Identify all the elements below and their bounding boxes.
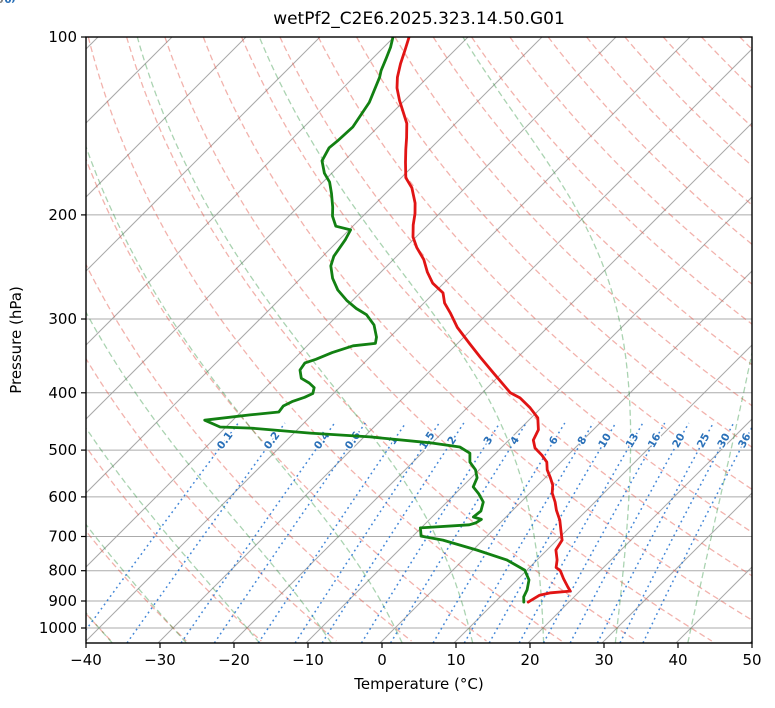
temperature-line	[395, 37, 572, 604]
svg-text:500: 500	[48, 441, 77, 459]
svg-text:−10: −10	[292, 651, 324, 669]
svg-text:25: 25	[695, 431, 713, 450]
svg-text:100: 100	[48, 28, 77, 46]
svg-text:−20: −20	[218, 651, 250, 669]
svg-text:0.2: 0.2	[262, 430, 283, 452]
pressure-gridlines	[86, 36, 752, 629]
svg-text:−10: −10	[0, 0, 12, 6]
svg-text:6: 6	[547, 434, 561, 447]
svg-text:30: 30	[594, 651, 613, 669]
dewpoint-line	[203, 37, 531, 604]
svg-text:−100: −100	[0, 0, 15, 6]
svg-text:−30: −30	[144, 651, 176, 669]
svg-text:700: 700	[48, 528, 77, 546]
svg-text:600: 600	[48, 488, 77, 506]
y-axis-label: Pressure (hPa)	[7, 286, 25, 394]
svg-text:30: 30	[715, 431, 733, 450]
svg-text:−70: −70	[0, 0, 12, 6]
mixing-ratio-lines	[86, 422, 752, 643]
svg-text:−40: −40	[70, 651, 102, 669]
svg-text:−80: −80	[0, 0, 12, 6]
svg-text:13: 13	[624, 431, 642, 450]
svg-text:−50: −50	[0, 0, 12, 6]
svg-text:−60: −60	[0, 0, 12, 6]
svg-text:−90: −90	[0, 0, 12, 6]
svg-text:40: 40	[668, 651, 687, 669]
svg-text:0: 0	[0, 0, 4, 6]
svg-text:300: 300	[48, 310, 77, 328]
svg-text:400: 400	[48, 384, 77, 402]
svg-text:900: 900	[48, 592, 77, 610]
svg-text:3: 3	[481, 434, 495, 447]
svg-text:10: 10	[446, 651, 465, 669]
x-axis-ticks: −40 −30 −20 −10 0 10 20 30 40 50	[70, 643, 762, 669]
svg-text:0.6: 0.6	[343, 430, 363, 452]
svg-text:20: 20	[520, 651, 539, 669]
svg-text:200: 200	[48, 206, 77, 224]
svg-text:0.1: 0.1	[215, 430, 236, 452]
svg-text:10: 10	[596, 431, 614, 450]
plot-frame	[85, 36, 753, 644]
y-axis-ticks: 100 200 300 400 500 600 700 800 900 1000	[39, 28, 86, 637]
svg-text:−20: −20	[0, 0, 12, 6]
chart-title: wetPf2_C2E6.2025.323.14.50.G01	[273, 9, 565, 29]
x-axis-label: Temperature (°C)	[353, 675, 483, 693]
svg-text:16: 16	[646, 431, 664, 450]
svg-text:−30: −30	[0, 0, 12, 6]
svg-text:50: 50	[742, 651, 761, 669]
svg-text:−40: −40	[0, 0, 12, 6]
isotherm-lines	[86, 37, 752, 643]
svg-text:800: 800	[48, 562, 77, 580]
svg-text:0: 0	[377, 651, 387, 669]
svg-text:1000: 1000	[39, 619, 77, 637]
